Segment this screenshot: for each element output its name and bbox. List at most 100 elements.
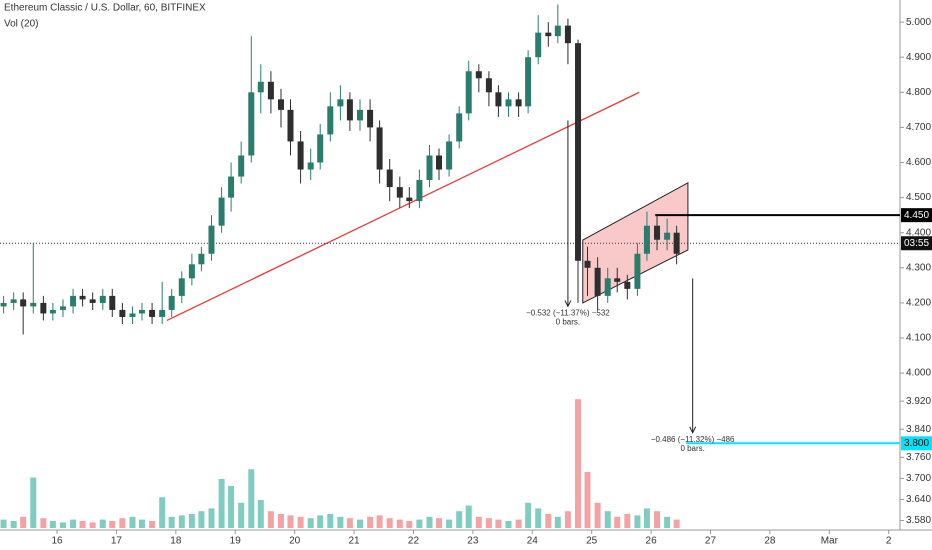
x-tick-label: 23 — [467, 536, 479, 547]
horizontal-line-label: 4.450 — [904, 210, 929, 221]
candle-body — [396, 187, 403, 198]
y-tick-label: 4.500 — [906, 192, 931, 203]
x-tick-label: 28 — [764, 536, 776, 547]
chart-title: Ethereum Classic / U.S. Dollar, 60, BITF… — [4, 3, 206, 14]
candle-body — [49, 309, 56, 314]
volume-bar — [465, 505, 472, 528]
candle-body — [168, 295, 175, 310]
candle-body — [238, 155, 245, 177]
x-tick-label: 27 — [705, 536, 717, 547]
candle-body — [178, 278, 185, 296]
volume-bar — [456, 511, 463, 528]
y-tick-label: 3.640 — [906, 494, 931, 505]
volume-bar — [554, 516, 561, 528]
candle-body — [634, 253, 641, 289]
last-price-label: 03:55 — [904, 238, 929, 249]
candle-body — [277, 99, 284, 110]
volume-bar — [614, 516, 621, 528]
y-tick-label: 3.840 — [906, 424, 931, 435]
volume-bar — [505, 521, 512, 528]
volume-bar — [346, 518, 353, 528]
volume-bar — [287, 515, 294, 528]
volume-bar — [277, 514, 284, 528]
volume-bar — [70, 519, 77, 528]
candle-body — [465, 71, 472, 114]
candle-body — [346, 99, 353, 121]
candle-body — [564, 25, 571, 44]
candle-body — [129, 313, 136, 317]
candle-body — [456, 113, 463, 142]
volume-bar — [159, 497, 166, 528]
candle-body — [594, 267, 601, 296]
volume-bar — [138, 519, 145, 528]
channel — [582, 182, 689, 304]
volume-bar — [436, 518, 443, 528]
volume-bar — [535, 508, 542, 528]
volume-bar — [386, 518, 393, 528]
volume-bar — [317, 515, 324, 528]
candle-body — [664, 232, 671, 240]
volume-bar — [257, 500, 264, 528]
y-tick-label: 5.000 — [906, 17, 931, 28]
volume-bar — [594, 502, 601, 528]
candle-body — [604, 278, 611, 296]
candle-body — [70, 295, 77, 307]
candle-body — [257, 81, 264, 93]
candle-body — [515, 99, 522, 107]
volume-bar — [624, 514, 631, 528]
volume-bar — [446, 519, 453, 528]
candle-body — [654, 225, 661, 240]
volume-bar — [79, 521, 86, 528]
volume-bar — [426, 516, 433, 528]
candle-body — [426, 155, 433, 181]
candle-body — [10, 299, 17, 303]
candle-body — [208, 225, 215, 254]
volume-bar — [119, 518, 126, 528]
y-tick-label: 4.900 — [906, 52, 931, 63]
volume-bar — [327, 514, 334, 528]
candle-body — [535, 32, 542, 58]
candle-body — [575, 43, 582, 261]
x-tick-label: 2 — [886, 536, 892, 547]
volume-bar — [297, 516, 304, 528]
volume-bar — [188, 514, 195, 528]
volume-bar — [357, 519, 363, 528]
volume-bar — [59, 522, 66, 528]
volume-bar — [89, 522, 96, 528]
candle-body — [0, 302, 7, 307]
volume-bar — [664, 516, 671, 528]
volume-bar — [495, 519, 502, 528]
y-tick-label: 4.700 — [906, 122, 931, 133]
last-price-box — [901, 236, 932, 251]
candle-body — [614, 278, 621, 282]
candle-body — [149, 309, 156, 317]
measure-arrow — [564, 300, 572, 308]
candle-body — [267, 81, 274, 100]
x-tick-label: 24 — [527, 536, 539, 547]
x-tick-label: 26 — [646, 536, 658, 547]
horizontal-line-box — [901, 208, 932, 223]
x-tick-label: 20 — [289, 536, 301, 547]
candle-body — [89, 299, 96, 303]
candle-body — [317, 134, 324, 163]
volume-bar — [673, 519, 680, 528]
volume-bar — [604, 511, 611, 528]
candle-body — [643, 225, 650, 254]
volume-bar — [228, 486, 235, 528]
x-tick-label: 25 — [586, 536, 598, 547]
y-tick-label: 4.200 — [906, 298, 931, 309]
volume-bar — [267, 511, 274, 528]
volume-bar — [475, 516, 482, 528]
x-tick-label: 17 — [111, 536, 123, 547]
volume-label: Vol (20) — [4, 19, 38, 30]
volume-bar — [584, 472, 591, 528]
measure-label: −0.486 (−11.32%) −486 — [651, 435, 735, 444]
y-tick-label: 3.920 — [906, 396, 931, 407]
candle-body — [624, 281, 631, 289]
volume-bar — [168, 516, 175, 528]
candle-body — [297, 141, 304, 170]
volume-bar — [10, 521, 17, 528]
measure-label: −0.532 (−11.37%) −532 — [526, 309, 610, 318]
y-tick-label: 4.300 — [906, 262, 931, 273]
volume-bar — [575, 399, 582, 528]
